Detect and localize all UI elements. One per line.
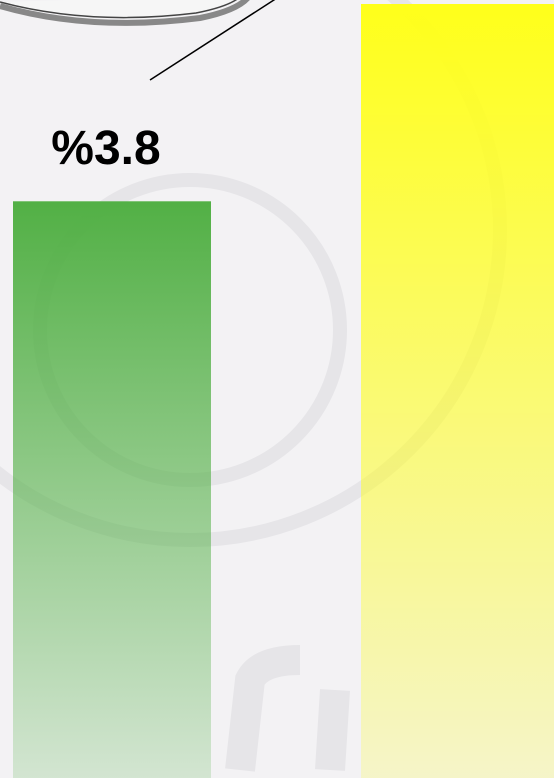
value-label: %3.8 [51, 122, 160, 175]
bar [13, 201, 211, 778]
bar [361, 4, 554, 778]
callout-line [149, 0, 276, 81]
callout-ellipse [0, 0, 250, 26]
